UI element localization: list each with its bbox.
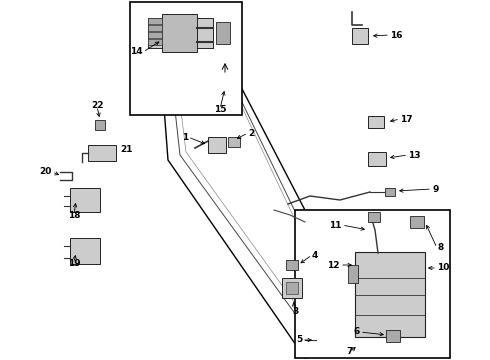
Bar <box>70 238 100 264</box>
Bar <box>208 137 226 153</box>
Bar <box>228 137 240 147</box>
Bar <box>348 265 358 283</box>
Bar <box>70 188 100 212</box>
Bar <box>410 216 424 228</box>
Bar <box>216 22 230 44</box>
Bar <box>295 210 450 358</box>
Bar <box>88 145 116 161</box>
Bar <box>368 116 384 128</box>
Text: 6: 6 <box>354 328 360 337</box>
Bar <box>368 212 380 222</box>
Bar <box>95 120 105 130</box>
Text: 9: 9 <box>432 184 439 194</box>
Text: 8: 8 <box>437 243 443 252</box>
Text: 12: 12 <box>327 261 340 270</box>
Text: 1: 1 <box>182 132 188 141</box>
Text: 16: 16 <box>390 31 402 40</box>
Bar <box>162 14 197 52</box>
Text: 14: 14 <box>130 48 143 57</box>
Text: 22: 22 <box>91 102 103 111</box>
Bar <box>130 2 242 115</box>
Bar <box>355 252 425 337</box>
Bar <box>385 188 395 196</box>
Bar <box>286 260 298 270</box>
Text: 15: 15 <box>214 104 226 113</box>
Text: 3: 3 <box>292 307 298 316</box>
Text: 10: 10 <box>437 264 449 273</box>
Bar <box>148 32 162 38</box>
Text: 7: 7 <box>347 347 353 356</box>
Bar <box>148 18 213 48</box>
Text: 2: 2 <box>248 129 254 138</box>
Text: 21: 21 <box>120 145 132 154</box>
Bar <box>286 282 298 294</box>
Text: 19: 19 <box>68 258 80 267</box>
Text: 11: 11 <box>329 220 342 230</box>
Text: 5: 5 <box>296 336 302 345</box>
Bar <box>148 18 162 24</box>
Bar <box>386 330 400 342</box>
Bar <box>352 28 368 44</box>
Bar <box>282 278 302 298</box>
Bar <box>148 39 162 45</box>
Text: 20: 20 <box>40 167 52 176</box>
Text: 4: 4 <box>312 251 318 260</box>
Text: 13: 13 <box>408 150 420 159</box>
Text: 17: 17 <box>400 114 413 123</box>
Text: 18: 18 <box>68 211 80 220</box>
Bar <box>368 152 386 166</box>
Bar <box>148 25 162 31</box>
